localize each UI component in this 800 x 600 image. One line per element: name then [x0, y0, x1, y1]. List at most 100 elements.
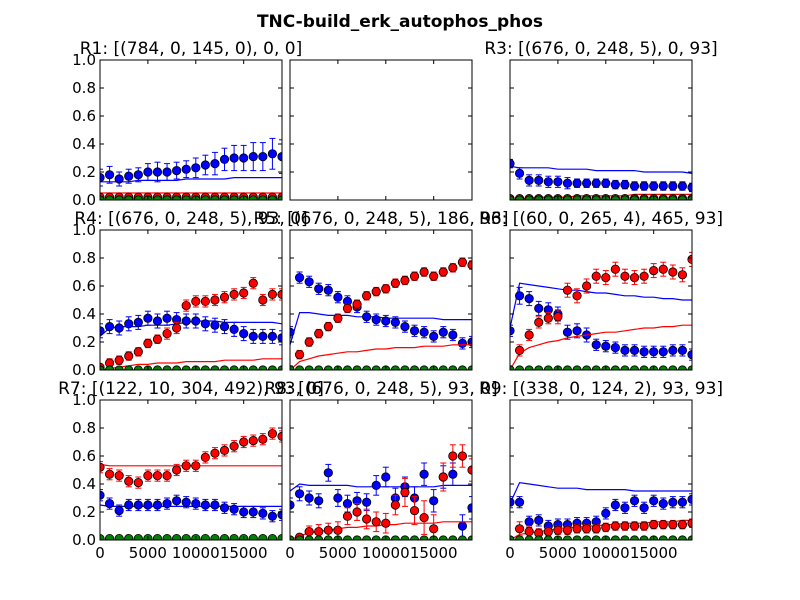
data-point-red	[390, 500, 400, 510]
data-point-red	[239, 288, 249, 298]
data-point-green	[219, 534, 230, 540]
data-point-green	[162, 195, 172, 200]
data-point-red	[362, 291, 372, 301]
data-point-blue	[114, 323, 124, 333]
data-point-green	[181, 195, 191, 200]
data-point-blue	[239, 328, 249, 339]
data-point-red	[457, 257, 468, 267]
data-point-red	[524, 330, 534, 340]
model-line-red	[100, 463, 282, 467]
plot-area	[100, 277, 282, 370]
data-point-red	[172, 465, 182, 475]
data-point-blue	[677, 345, 688, 355]
data-point-blue	[534, 303, 544, 313]
data-point-red	[400, 275, 410, 285]
data-point-blue	[639, 503, 649, 513]
data-point-blue	[114, 174, 124, 184]
data-point-blue	[524, 517, 534, 527]
data-point-green	[104, 195, 115, 200]
data-point-green	[104, 534, 115, 540]
data-point-blue	[114, 505, 124, 516]
data-point-red	[677, 270, 688, 280]
panel-1: 0.0 0.2 0.4 0.6 0.8 1.0R1: [(784, 0, 145, 0),…	[72, 39, 302, 209]
y-tick-label: 0.0	[72, 361, 96, 379]
data-point-blue	[124, 500, 134, 510]
data-point-red	[582, 524, 592, 534]
data-point-green	[677, 195, 688, 200]
panel-title: R9: [(338, 0, 124, 2), 93, 93]	[479, 379, 723, 399]
panel-title: R5: [(676, 0, 248, 5), 186, 93]	[254, 209, 509, 229]
plot-area	[290, 444, 472, 540]
data-point-blue	[510, 497, 515, 507]
data-point-red	[409, 505, 420, 516]
data-point-red	[210, 295, 220, 305]
data-point-green	[514, 195, 525, 200]
axes-frame	[289, 59, 473, 201]
data-point-blue	[534, 175, 544, 185]
data-point-blue	[668, 497, 678, 507]
data-point-red	[514, 524, 525, 534]
data-point-red	[601, 272, 611, 283]
data-point-green	[639, 195, 649, 200]
data-point-blue	[390, 317, 400, 327]
y-tick-label: 0.8	[72, 249, 96, 267]
data-point-blue	[314, 496, 324, 506]
data-point-blue	[181, 316, 191, 326]
y-tick-label: 0.4	[72, 475, 96, 493]
data-point-blue	[629, 345, 640, 355]
data-point-red	[333, 525, 343, 535]
data-point-blue	[191, 163, 201, 173]
data-point-green	[562, 195, 573, 200]
data-point-blue	[267, 511, 278, 521]
data-point-green	[133, 195, 143, 200]
data-point-green	[248, 195, 258, 200]
data-point-green	[200, 195, 210, 200]
axes-frame	[99, 399, 283, 541]
y-tick-label: 0.4	[72, 135, 96, 153]
data-point-red	[381, 518, 391, 528]
data-point-red	[229, 441, 239, 451]
data-point-red	[304, 337, 314, 347]
data-point-blue	[248, 152, 258, 162]
data-point-blue	[510, 159, 515, 169]
data-point-blue	[572, 178, 582, 188]
model-line-blue	[100, 177, 282, 183]
data-point-red	[591, 271, 601, 281]
data-point-red	[210, 448, 220, 458]
data-point-blue	[562, 178, 573, 188]
data-point-green	[114, 195, 124, 200]
axes-frame	[289, 399, 473, 541]
data-point-blue	[601, 508, 611, 519]
data-point-red	[342, 511, 353, 521]
data-point-red	[133, 477, 143, 488]
data-point-blue	[381, 316, 391, 326]
data-point-blue	[429, 331, 439, 341]
data-point-blue	[229, 504, 239, 514]
data-point-red	[639, 271, 649, 281]
data-point-blue	[342, 498, 353, 509]
data-point-red	[562, 285, 573, 295]
data-point-red	[371, 517, 381, 527]
data-point-blue	[572, 326, 582, 336]
panel-title: R1: [(784, 0, 145, 0), 0, 0]	[80, 39, 303, 59]
plot-area	[510, 481, 692, 540]
data-point-green	[200, 534, 210, 540]
x-tick-label: 10000	[582, 544, 630, 562]
data-point-red	[304, 526, 314, 537]
data-point-blue	[514, 497, 525, 507]
data-point-red	[239, 437, 249, 447]
data-point-red	[601, 522, 611, 533]
data-point-blue	[323, 285, 333, 295]
data-point-red	[267, 289, 278, 299]
data-point-red	[629, 272, 640, 283]
x-tick-label: 0	[95, 544, 105, 562]
data-point-blue	[133, 500, 143, 510]
data-point-red	[629, 521, 640, 531]
data-point-red	[114, 470, 124, 481]
data-point-red	[429, 524, 439, 534]
data-point-red	[258, 295, 268, 305]
y-tick-label: 1.0	[72, 221, 96, 239]
data-point-red	[572, 291, 582, 301]
data-point-red	[610, 521, 620, 531]
x-tick-label: 5000	[539, 544, 577, 562]
